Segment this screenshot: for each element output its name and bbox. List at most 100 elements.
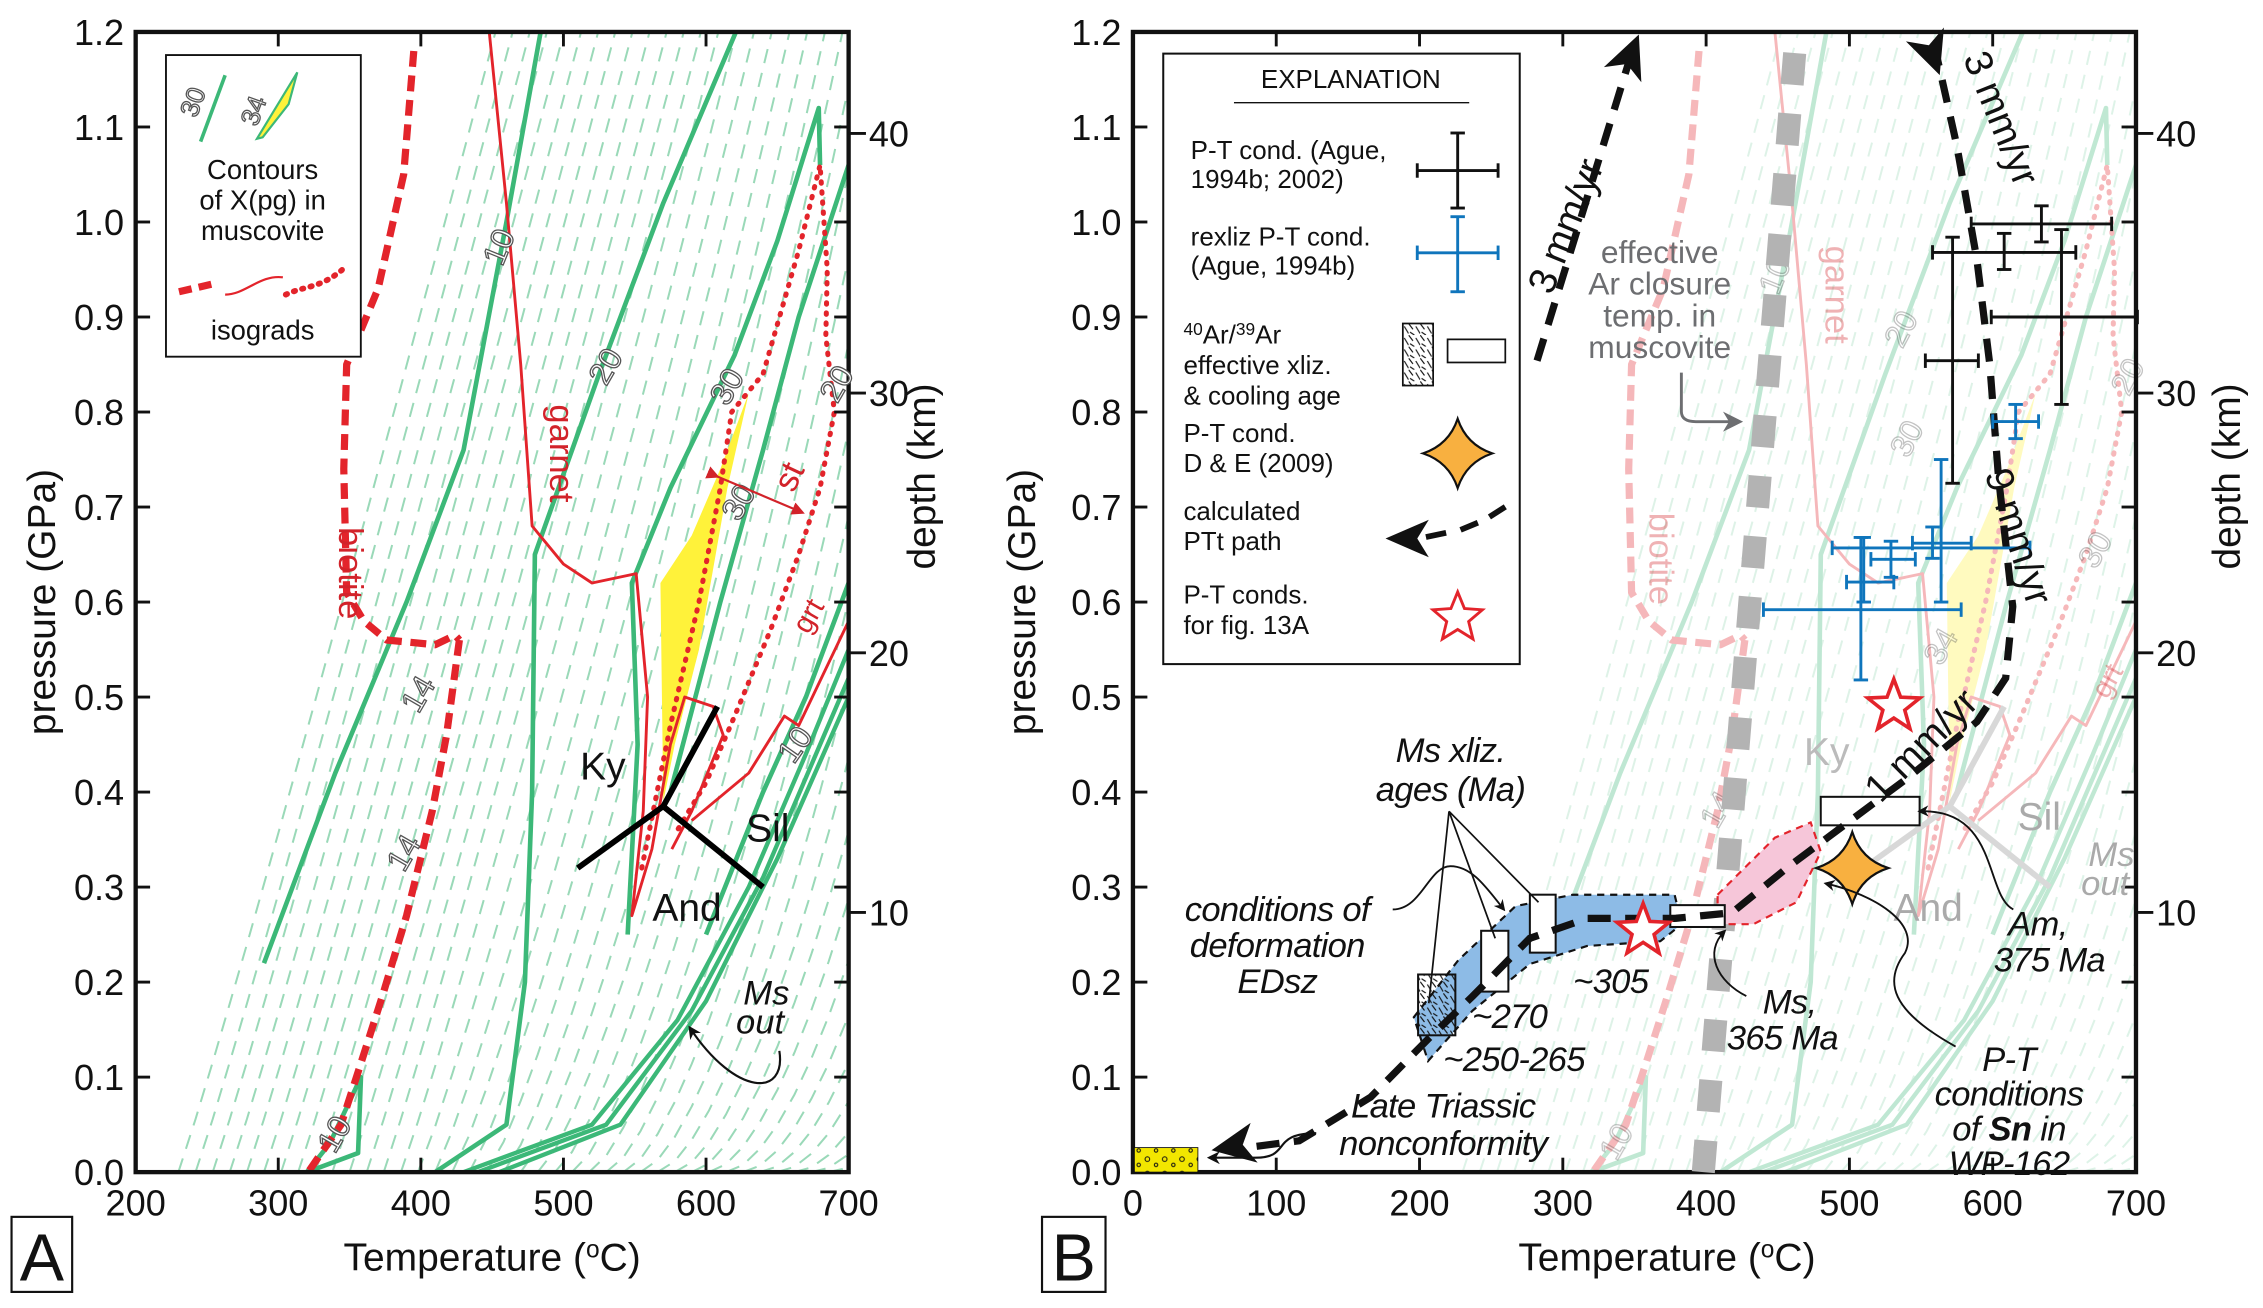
y-tick-label: 0.5 [74, 677, 124, 718]
triassic-label: nonconformity [1339, 1125, 1550, 1163]
y-tick-label: 0.8 [74, 392, 124, 433]
pt-black-point [1969, 204, 2114, 244]
dashed-contour [1564, 31, 1886, 1173]
grt-label: grt [787, 594, 832, 639]
grt-isograd [1977, 620, 2136, 822]
dashed-contour [451, 31, 773, 1173]
ms365-arrow [1713, 929, 1747, 997]
dashed-contour [2236, 0, 2263, 1172]
ms-out-curve [477, 677, 849, 1173]
y2-tick-label: 40 [869, 113, 909, 154]
ms-out-label: out [2081, 865, 2131, 903]
ptt-arrowhead-down [1905, 27, 1944, 76]
solid-contour-10 [703, 582, 849, 936]
dashed-contour [1461, 31, 1783, 1173]
legend-isograd-dashed [178, 279, 218, 296]
y-tick-label: 0.6 [1071, 582, 1121, 623]
y2-axis-label: depth (km) [2206, 383, 2249, 569]
closure-label: effective [1601, 234, 1719, 270]
pt-black-point [1931, 231, 2078, 271]
pg34-field [660, 393, 749, 802]
dashed-contour [2081, 1129, 2136, 1173]
x-tick-label: 0 [1123, 1182, 1143, 1223]
legend-text: isograds [211, 314, 315, 345]
arrowhead-shape [1211, 1122, 1258, 1163]
st-width-arrow [705, 466, 805, 515]
y-tick-label: 0.9 [74, 297, 124, 338]
x-tick-label: 700 [2106, 1182, 2166, 1223]
age-label: ~305 [1573, 963, 1650, 1001]
y2-tick-label: 30 [2156, 373, 2196, 414]
panel-label: A [20, 1221, 65, 1295]
y-tick-label: 0.3 [74, 867, 124, 908]
contour-label: 10 [475, 224, 522, 270]
dashed-contour [2167, 0, 2263, 1172]
legend-text: 40Ar/39Ar [1183, 319, 1281, 350]
ar-closure-line [1691, 31, 1808, 1174]
dashed-contour [1478, 31, 1800, 1173]
sn-label: of Sn in [1952, 1110, 2066, 1148]
dashed-contour [1736, 31, 2060, 1173]
ms-xliz-label: Ms xliz. [1396, 732, 1506, 770]
st-label: st [767, 456, 813, 497]
solid-contour-20 [433, 31, 739, 1173]
y-tick-label: 0.9 [1071, 297, 1121, 338]
grt-isograd [690, 620, 849, 822]
ms-out-label: out [736, 1004, 786, 1042]
y-tick-label: 0.8 [1071, 392, 1121, 433]
y2-axis-label: depth (km) [901, 383, 944, 569]
axes-b: 0.0 0.1 0.2 0.3 0.4 0.5 0.6 0.7 0.8 0.9 1.0 1.1 1.2 0… [1071, 12, 2196, 1223]
orange-star-marker [1812, 828, 1892, 908]
edsz-label: conditions of [1185, 891, 1374, 929]
dashed-contour [365, 31, 685, 1173]
ms-xliz-label: ages (Ma) [1376, 771, 1525, 809]
dashed-contour [639, 594, 849, 1173]
panel-label-box [1040, 1215, 1107, 1293]
y-tick-label: 0.3 [1071, 867, 1121, 908]
dashed-contour [1771, 31, 2096, 1173]
arrowhead-shape [1905, 27, 1944, 76]
dashed-contour [314, 31, 634, 1173]
ky-sil-boundary [1947, 705, 2007, 808]
legend-open-box-icon [1446, 338, 1507, 364]
x-tick-label: 400 [1676, 1182, 1736, 1223]
y-tick-label: 0.2 [74, 962, 124, 1003]
sn-region [1716, 820, 1822, 926]
legend-hatched-box-icon [1401, 322, 1435, 387]
dashed-contour [1599, 31, 1920, 1173]
solid-contour-30 [1911, 105, 2110, 935]
y-tick-label: 1.0 [74, 202, 124, 243]
dashed-contour [777, 1098, 849, 1173]
y-tick-label: 0.0 [1071, 1152, 1121, 1193]
dashed-contour [2202, 0, 2263, 1172]
dashed-contour [1616, 31, 1937, 1173]
age-box [1480, 929, 1510, 993]
dashed-contour [228, 31, 548, 1173]
legend-text: 1994b; 2002) [1191, 164, 1344, 194]
x-axis-label: Temperature (oC) [344, 1236, 641, 1279]
legend-blue-cross-icon [1415, 215, 1500, 294]
dashed-contour [1960, 753, 2136, 1173]
legend-a: 30 34 Contours of X(pg) in muscovite iso… [165, 54, 362, 358]
dashed-contour [2219, 0, 2263, 1172]
panel-b: biotite garnet grt 10 20 30 20 14 10 34 … [1001, 0, 2263, 1295]
y-tick-label: 1.1 [1071, 107, 1121, 148]
and-ky-boundary [1862, 803, 1952, 871]
edsz-label: EDsz [1237, 963, 1317, 1001]
dashed-contour [1581, 31, 1903, 1173]
age-label: ~270 [1472, 998, 1548, 1036]
panel-a: 0.0 0.1 0.2 0.3 0.4 0.5 0.6 0.7 0.8 0.9 1.0 1.1 1.2 2… [10, 12, 944, 1295]
biotite-isograd [340, 50, 463, 649]
pt-blue-point [1869, 539, 1917, 579]
garnet-isograd [487, 31, 725, 918]
contour-label: 14 [393, 670, 442, 719]
legend-text: (Ague, 1994b) [1191, 250, 1356, 280]
dashed-contour [1822, 81, 2136, 1173]
legend-text: P-T cond. (Ague, [1191, 135, 1387, 165]
y2-tick-label: 20 [869, 633, 909, 674]
y-tick-label: 0.5 [1071, 677, 1121, 718]
contour-label: 20 [812, 359, 861, 408]
legend-isograd-solid [225, 276, 284, 296]
triassic-label: Late Triassic [1351, 1087, 1536, 1125]
dashed-contour [1633, 31, 1955, 1173]
